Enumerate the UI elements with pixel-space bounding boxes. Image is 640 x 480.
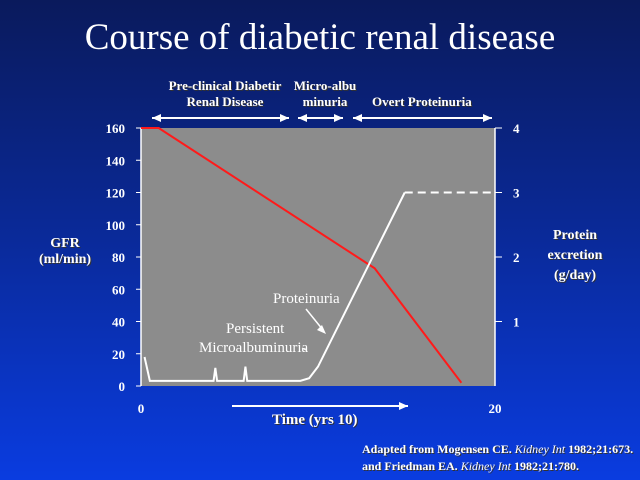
stage-arrow-overt-head	[483, 114, 492, 122]
stage-arrow-micro-tail	[298, 114, 307, 122]
annotation-pointer-head	[317, 325, 326, 334]
y2-tick-label: 2	[513, 250, 520, 265]
citation-journal: Kidney Int	[460, 459, 512, 473]
y-tick-label: 20	[112, 347, 125, 362]
y2-tick-label: 3	[513, 186, 520, 201]
y-tick-label: 40	[112, 315, 125, 330]
annotation-pointer	[301, 347, 307, 351]
y-tick-label: 140	[106, 153, 126, 168]
annotation-microalbuminuria: Microalbuminuria	[199, 340, 309, 356]
stage-arrow-preclinical-tail	[152, 114, 161, 122]
y-axis-label: GFR (ml/min)	[38, 236, 92, 267]
time-arrow-head	[399, 402, 408, 410]
y2-tick-label: 1	[513, 315, 520, 330]
y-tick-label: 160	[106, 121, 126, 136]
y-tick-label: 80	[112, 250, 125, 265]
y-tick-label: 120	[106, 186, 126, 201]
x-axis-label: Time (yrs 10)	[272, 412, 358, 428]
x-tick-label: 20	[489, 401, 502, 416]
citation-text: 1982;21:673.	[565, 442, 634, 456]
citation: Adapted from Mogensen CE. Kidney Int 198…	[362, 441, 633, 475]
y-tick-label: 0	[119, 379, 126, 394]
annotation-pointer	[305, 308, 324, 331]
stage-preclinical: Pre-clinical Diabetir Renal Disease	[168, 78, 282, 109]
y-tick-label: 100	[106, 218, 126, 233]
citation-text: and Friedman EA.	[362, 459, 461, 473]
citation-text: 1982;21:780.	[511, 459, 580, 473]
stage-overt: Overt Proteinuria	[372, 94, 472, 109]
annotation-proteinuria: Proteinuria	[273, 291, 340, 307]
y-tick-label: 60	[112, 282, 125, 297]
series-protein-excretion	[143, 192, 406, 382]
annotation-persistent: Persistent	[226, 321, 285, 337]
stage-microalbuminuria: Micro-albuminuria	[293, 78, 357, 109]
y2-tick-label: 4	[513, 121, 520, 136]
stage-arrow-micro-head	[334, 114, 343, 122]
chart-title: Course of diabetic renal disease	[84, 17, 556, 58]
stage-arrow-overt-tail	[353, 114, 362, 122]
citation-journal: Kidney Int	[514, 442, 566, 456]
y2-axis-label: Protein excretion (g/day)	[547, 228, 603, 283]
plot-area	[141, 128, 495, 386]
citation-text: Adapted from Mogensen CE.	[362, 442, 515, 456]
stage-arrow-preclinical-head	[280, 114, 289, 122]
series-gfr	[141, 127, 463, 384]
x-tick-label: 0	[138, 401, 145, 416]
